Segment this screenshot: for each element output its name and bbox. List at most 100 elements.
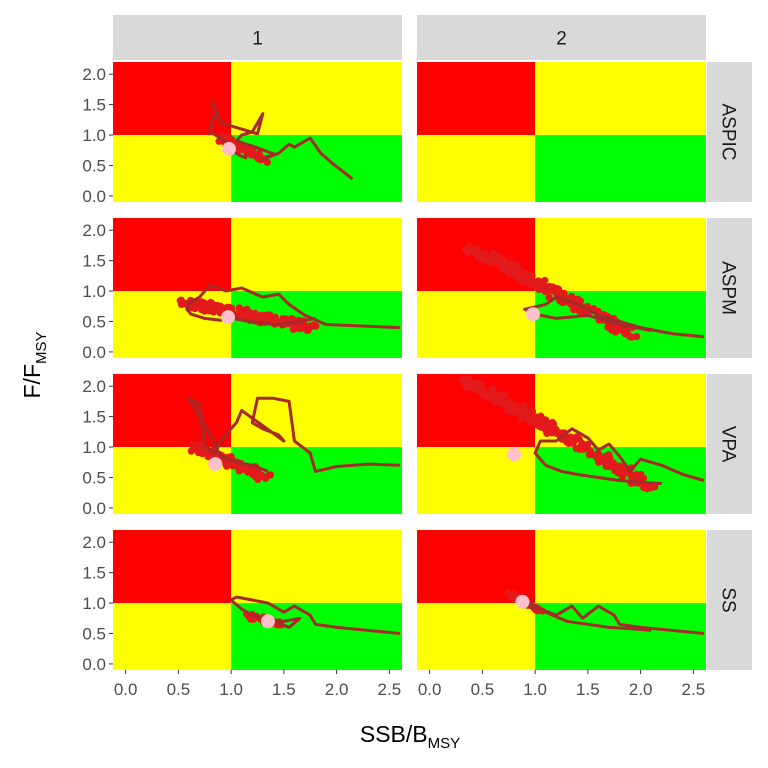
row-strip [707,62,752,202]
uncertainty-point [646,484,654,492]
uncertainty-point [310,321,318,329]
uncertainty-point [577,442,586,450]
row-strip-label: ASPIC [718,103,739,160]
quadrant-overfished-overfishing [113,530,232,604]
trajectory-line [208,100,354,181]
uncertainty-point [252,473,260,481]
uncertainty-point [210,308,218,316]
uncertainty-point [268,317,276,325]
quadrant-overfishing [535,530,706,604]
uncertainty-point [608,463,616,471]
x-tick-label: 2.5 [682,680,706,699]
uncertainty-point [591,451,599,459]
uncertainty-point [197,306,206,314]
quadrant-overfished-overfishing [417,62,536,136]
uncertainty-point [534,277,543,285]
uncertainty-point [633,332,641,341]
uncertainty-point [523,413,531,421]
x-tick-label: 2.5 [378,680,402,699]
uncertainty-point [606,454,614,462]
y-tick-label: 0.0 [82,187,106,206]
trajectory-line [533,427,705,486]
y-axis-title: F/FMSY [19,331,50,398]
uncertainty-point [292,323,300,331]
row-strip-label: ASPM [718,261,739,315]
uncertainty-point [575,296,583,304]
quadrant-overfished [113,603,232,670]
uncertainty-point [244,308,252,316]
uncertainty-point [623,329,631,337]
uncertainty-point [515,265,523,273]
quadrant-overfished [417,603,536,670]
uncertainty-point [640,484,648,492]
uncertainty-point [513,408,521,416]
uncertainty-point [223,462,231,470]
current-status-point [222,142,236,156]
y-tick-label: 1.0 [82,594,106,613]
panel-aspic-1 [113,62,402,202]
panel-vpa-2 [417,374,706,514]
uncertainty-point [562,435,570,443]
quadrant-overfished-overfishing [417,530,536,604]
uncertainty-point [486,256,494,264]
uncertainty-point [504,589,512,597]
quadrant-overfishing [231,374,402,448]
uncertainty-point [282,315,290,323]
current-status-point [526,307,540,322]
uncertainty-point [527,419,535,427]
panel-vpa-1 [113,374,402,514]
x-tick-label: 0.5 [471,680,495,699]
y-tick-label: 1.5 [82,408,106,427]
y-tick-label: 0.5 [82,156,106,175]
uncertainty-point [501,391,509,400]
uncertainty-point [520,274,528,283]
uncertainty-point [511,401,519,409]
uncertainty-point [261,473,269,481]
panel-aspic-2 [417,62,706,202]
y-tick-label: 2.0 [82,65,106,84]
uncertainty-point [510,270,518,278]
x-tick-label: 1.0 [523,680,547,699]
x-tick-label: 1.5 [576,680,600,699]
uncertainty-point [479,390,487,398]
uncertainty-point [631,472,639,480]
uncertainty-point [261,312,269,320]
y-tick-label: 1.5 [82,96,106,115]
uncertainty-point [546,285,554,293]
uncertainty-point [514,274,523,283]
uncertainty-point [553,428,561,437]
row-strip [707,530,752,670]
y-tick-label: 2.0 [82,533,106,552]
quadrant-overfished [417,135,536,202]
uncertainty-point [205,302,213,310]
row-strip [707,218,752,358]
x-tick-label: 2.0 [629,680,653,699]
x-tick-label: 0.0 [418,680,442,699]
quadrant-overfished-overfishing [113,374,232,448]
uncertainty-point [517,415,525,423]
uncertainty-point [499,266,507,274]
panel-aspm-2 [417,218,706,358]
y-tick-label: 1.5 [82,564,106,583]
y-tick-label: 0.0 [82,499,106,518]
column-strip [113,15,402,60]
current-status-point [507,447,521,462]
strips-layer: 1 2 ASPIC ASPM VPA SS [113,15,752,670]
uncertainty-point [463,383,472,391]
uncertainty-point [493,257,501,265]
ticks-layer: 0.0 0.5 1.0 1.5 2.0 0.0 0.5 1.0 1.5 2.0 0.0 0.5 1.0 1… [82,65,705,699]
uncertainty-point [245,465,253,474]
panel-ss-1 [113,530,402,670]
current-status-point [221,310,235,325]
uncertainty-point [525,279,533,287]
y-tick-label: 0.5 [82,624,106,643]
column-strip-label: 1 [252,29,263,50]
uncertainty-point [468,247,477,256]
uncertainty-point [568,292,576,301]
uncertainty-point [540,284,548,292]
x-tick-label: 1.0 [219,680,243,699]
x-tick-label: 0.0 [114,680,138,699]
uncertainty-point [458,376,467,384]
panel-ss-2 [417,530,706,670]
row-strip-label: SS [718,587,739,612]
